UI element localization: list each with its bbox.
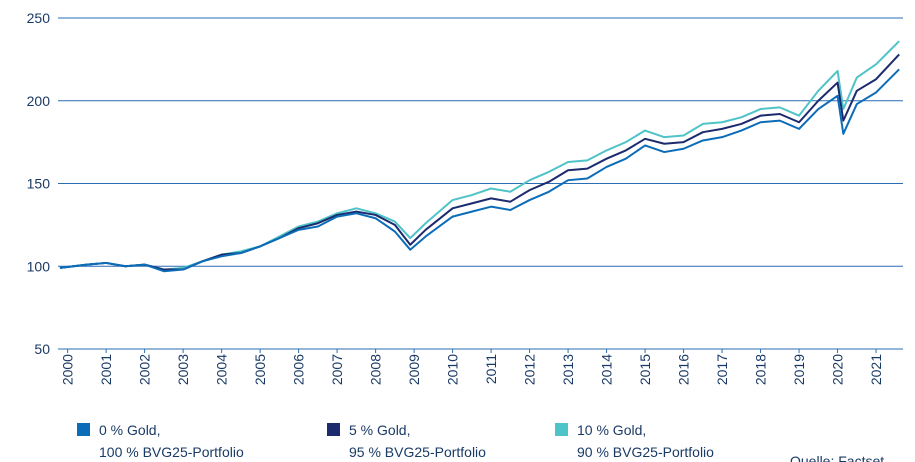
- x-tick-label: 2020: [830, 354, 846, 385]
- legend-label: 5 % Gold, 95 % BVG25-Portfolio: [349, 422, 486, 460]
- x-tick-label: 2007: [329, 354, 345, 385]
- series-line: [59, 40, 900, 271]
- legend-label: 0 % Gold, 100 % BVG25-Portfolio: [99, 422, 244, 460]
- x-tick-label: 2018: [753, 354, 769, 385]
- x-tick-label: 2013: [560, 354, 576, 385]
- legend-swatch: [77, 423, 90, 436]
- x-tick-label: 2008: [368, 354, 384, 385]
- x-tick-label: 2000: [60, 354, 76, 385]
- x-tick-label: 2004: [214, 354, 230, 385]
- x-tick-label: 2019: [791, 354, 807, 385]
- x-tick-label: 2009: [406, 354, 422, 385]
- y-tick-label: 250: [27, 10, 51, 26]
- y-tick-label: 50: [34, 341, 50, 357]
- x-tick-label: 2003: [175, 354, 191, 385]
- series-line: [59, 68, 900, 273]
- legend-swatch: [327, 423, 340, 436]
- y-tick-label: 150: [27, 176, 51, 192]
- x-tick-label: 2001: [98, 354, 114, 385]
- x-tick-label: 2006: [291, 354, 307, 385]
- x-tick-label: 2017: [714, 354, 730, 385]
- series-line: [59, 53, 900, 271]
- y-tick-label: 200: [27, 93, 51, 109]
- x-tick-label: 2005: [252, 354, 268, 385]
- x-tick-label: 2021: [868, 354, 884, 385]
- source: Quelle: Factset: [790, 453, 884, 462]
- x-tick-label: 2011: [483, 354, 499, 384]
- x-tick-label: 2012: [522, 354, 538, 385]
- y-tick-label: 100: [27, 258, 51, 274]
- x-tick-label: 2015: [637, 354, 653, 385]
- x-tick-label: 2014: [599, 354, 615, 385]
- legend-swatch: [555, 423, 568, 436]
- x-tick-label: 2010: [445, 354, 461, 385]
- x-tick-label: 2016: [676, 354, 692, 385]
- x-tick-label: 2002: [137, 354, 153, 385]
- legend-label: 10 % Gold, 90 % BVG25-Portfolio: [577, 422, 714, 460]
